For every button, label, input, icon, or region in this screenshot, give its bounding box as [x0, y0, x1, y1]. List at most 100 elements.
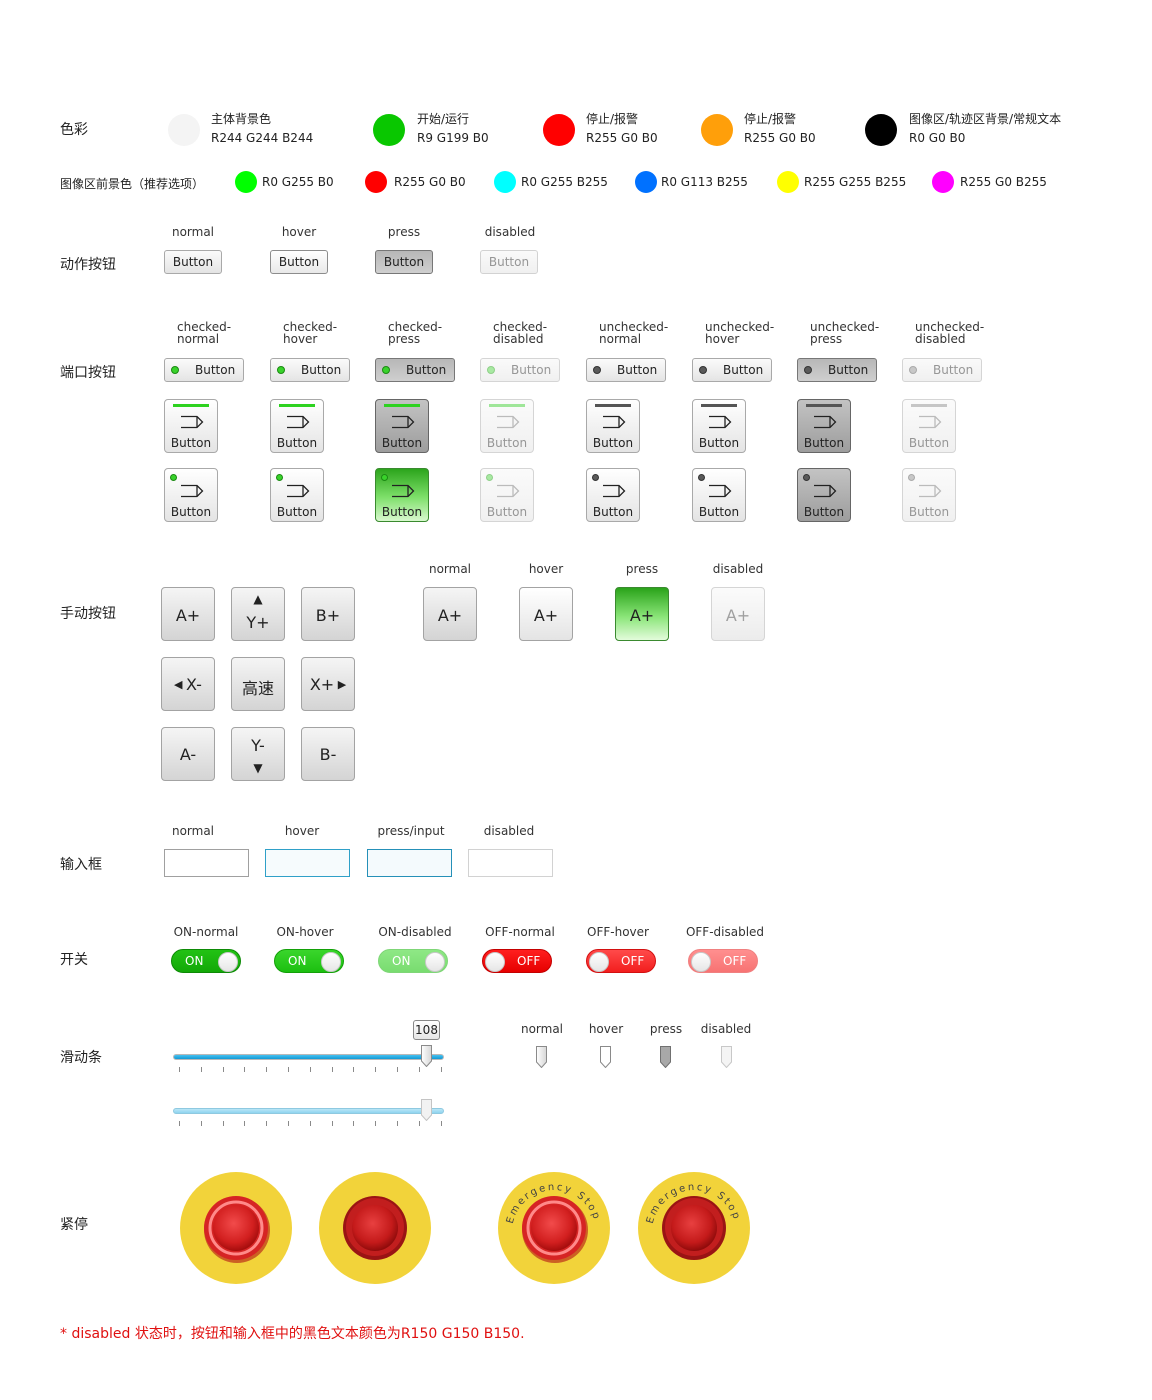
input-press[interactable]	[367, 849, 452, 877]
port-icon	[603, 415, 626, 429]
fg-value-red: R255 G0 B0	[394, 175, 466, 189]
port-tile-dot-checked-normal[interactable]: Button	[164, 468, 218, 522]
switch-on-normal[interactable]: ON	[171, 949, 241, 973]
slider-handle-normal[interactable]	[536, 1046, 547, 1068]
port-tile-dot-checked-hover[interactable]: Button	[270, 468, 324, 522]
port-button-checked-normal[interactable]: Button	[164, 358, 244, 382]
port-button-unchecked-press[interactable]: Button	[797, 358, 877, 382]
port-tile-bar-checked-press[interactable]: Button	[375, 399, 429, 453]
manual-a-minus-button[interactable]: A-	[161, 727, 215, 781]
manual-b-minus-button[interactable]: B-	[301, 727, 355, 781]
switch-knob	[321, 952, 341, 972]
slider-tick	[179, 1121, 180, 1126]
switch-on-hover[interactable]: ON	[274, 949, 344, 973]
port-tile-bar-checked-normal[interactable]: Button	[164, 399, 218, 453]
state-label: hover	[284, 824, 320, 838]
port-icon	[814, 484, 837, 498]
arrow-left-icon: ◀	[174, 678, 187, 691]
port-button-checked-press[interactable]: Button	[375, 358, 455, 382]
status-bar-icon	[595, 404, 631, 407]
slider-tick	[375, 1067, 377, 1072]
slider-handle-press[interactable]	[660, 1046, 671, 1068]
state-label: press	[387, 225, 421, 239]
color-swatch-image-area	[865, 114, 897, 146]
port-icon	[497, 484, 520, 498]
fg-value-cyan: R0 G255 B255	[521, 175, 608, 189]
color-value: R9 G199 B0	[417, 131, 489, 145]
port-tile-bar-unchecked-hover[interactable]: Button	[692, 399, 746, 453]
estop-button-pressed[interactable]	[319, 1172, 431, 1284]
section-label-colors: 色彩	[60, 122, 88, 138]
button-label: Button	[828, 363, 869, 377]
input-hover[interactable]	[265, 849, 350, 877]
color-value: R255 G0 B0	[586, 131, 658, 145]
status-dot-icon	[908, 474, 915, 481]
status-dot-icon	[592, 474, 599, 481]
port-tile-bar-checked-hover[interactable]: Button	[270, 399, 324, 453]
button-label: 高速	[241, 679, 274, 698]
state-label: normal	[171, 225, 215, 239]
button-label: Y-	[251, 736, 265, 755]
state-label: ON-hover	[276, 925, 334, 939]
status-bar-icon	[173, 404, 209, 407]
manual-a-plus-button[interactable]: A+	[161, 587, 215, 641]
section-label-estop: 紧停	[60, 1217, 88, 1233]
section-label-inputs: 输入框	[60, 857, 102, 873]
action-button-press[interactable]: Button	[375, 250, 433, 274]
manual-y-plus-button[interactable]: ▲ Y+	[231, 587, 285, 641]
manual-high-speed-button[interactable]: 高速	[231, 657, 285, 711]
input-normal[interactable]	[164, 849, 249, 877]
manual-demo-press-button[interactable]: A+	[615, 587, 669, 641]
port-tile-dot-unchecked-press[interactable]: Button	[797, 468, 851, 522]
state-label: normal	[520, 1022, 564, 1036]
fg-swatch-blue	[635, 171, 657, 193]
manual-b-plus-button[interactable]: B+	[301, 587, 355, 641]
arrow-down-icon: ▼	[253, 761, 263, 775]
button-label: Button	[276, 505, 318, 519]
switch-off-hover[interactable]: OFF	[586, 949, 656, 973]
manual-x-plus-button[interactable]: X+ ▶	[301, 657, 355, 711]
action-button-disabled: Button	[480, 250, 538, 274]
action-button-normal[interactable]: Button	[164, 250, 222, 274]
slider-tick	[375, 1121, 377, 1126]
switch-text: OFF	[723, 954, 747, 968]
port-tile-dot-unchecked-hover[interactable]: Button	[692, 468, 746, 522]
slider-handle-hover[interactable]	[600, 1046, 611, 1068]
estop-button-normal[interactable]	[180, 1172, 292, 1284]
status-bar-icon	[489, 404, 525, 407]
estop-button-labeled-normal[interactable]: Emergency Stop	[498, 1172, 610, 1284]
switch-off-normal[interactable]: OFF	[482, 949, 552, 973]
manual-y-minus-button[interactable]: Y- ▼	[231, 727, 285, 781]
manual-demo-hover-button[interactable]: A+	[519, 587, 573, 641]
fg-swatch-green	[235, 171, 257, 193]
state-label: disabled	[700, 1022, 752, 1036]
switch-knob	[485, 952, 505, 972]
port-tile-dot-checked-press[interactable]: Button	[375, 468, 429, 522]
port-tile-dot-unchecked-normal[interactable]: Button	[586, 468, 640, 522]
port-icon	[392, 415, 415, 429]
color-name: 停止/报警	[744, 112, 797, 126]
manual-x-minus-button[interactable]: ◀ X-	[161, 657, 215, 711]
status-dot-icon	[909, 366, 917, 374]
slider-tick	[353, 1067, 355, 1072]
action-button-hover[interactable]: Button	[270, 250, 328, 274]
port-icon	[497, 415, 520, 429]
port-button-checked-hover[interactable]: Button	[270, 358, 350, 382]
slider-tick	[353, 1121, 355, 1126]
button-label: Button	[908, 436, 950, 450]
state-label: unchecked- normal	[599, 320, 669, 346]
slider-track[interactable]	[173, 1054, 444, 1060]
port-button-unchecked-normal[interactable]: Button	[586, 358, 666, 382]
port-button-unchecked-hover[interactable]: Button	[692, 358, 772, 382]
color-value: R244 G244 B244	[211, 131, 314, 145]
manual-demo-normal-button[interactable]: A+	[423, 587, 477, 641]
estop-button-labeled-pressed[interactable]: Emergency Stop	[638, 1172, 750, 1284]
color-value: R255 G0 B0	[744, 131, 816, 145]
switch-off-disabled: OFF	[688, 949, 758, 973]
port-tile-bar-unchecked-normal[interactable]: Button	[586, 399, 640, 453]
slider-handle[interactable]	[421, 1045, 432, 1067]
port-tile-bar-unchecked-press[interactable]: Button	[797, 399, 851, 453]
color-info-warning: 停止/报警 R255 G0 B0	[744, 110, 816, 148]
status-bar-icon	[701, 404, 737, 407]
slider-fill	[174, 1055, 443, 1059]
